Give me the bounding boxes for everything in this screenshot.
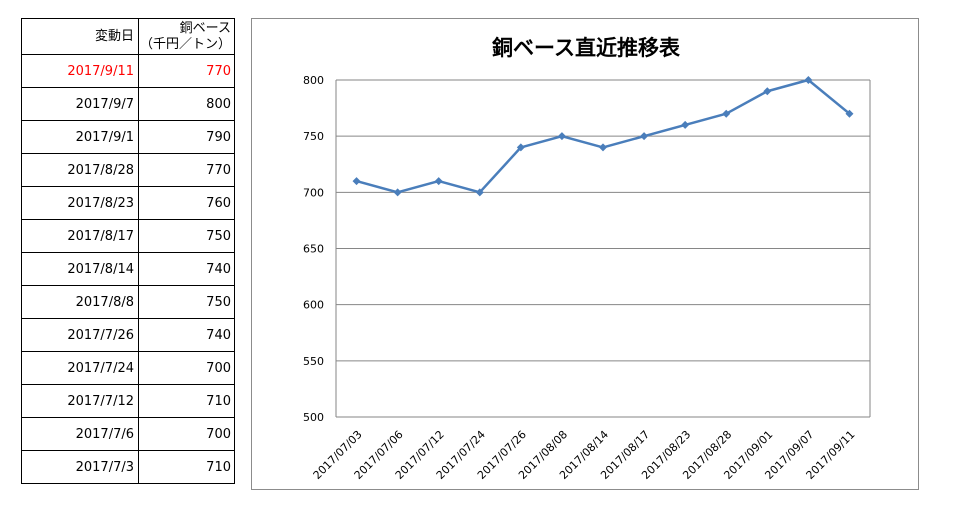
y-tick-label: 700 xyxy=(303,186,324,199)
table-row: 2017/7/24 700 xyxy=(21,351,235,385)
x-axis-ticks: 2017/07/032017/07/062017/07/122017/07/24… xyxy=(311,428,858,482)
grid-lines xyxy=(335,79,871,418)
series-group xyxy=(352,76,854,197)
table-row: 2017/8/17 750 xyxy=(21,219,235,253)
data-point xyxy=(475,188,484,197)
row-date: 2017/7/12 xyxy=(21,384,139,418)
table-row: 2017/7/26 740 xyxy=(21,318,235,352)
header-date: 変動日 xyxy=(21,18,139,55)
table-row: 2017/9/7 800 xyxy=(21,87,235,121)
row-value: 760 xyxy=(138,186,235,220)
table-row: 2017/9/1 790 xyxy=(21,120,235,154)
row-value: 790 xyxy=(138,120,235,154)
row-date: 2017/8/23 xyxy=(21,186,139,220)
chart-title: 銅ベース直近推移表 xyxy=(492,36,681,60)
data-point xyxy=(763,87,772,96)
row-date: 2017/7/6 xyxy=(21,417,139,451)
table-row: 2017/8/8 750 xyxy=(21,285,235,319)
data-point xyxy=(352,177,361,186)
row-date: 2017/7/24 xyxy=(21,351,139,385)
row-date: 2017/7/3 xyxy=(21,450,139,484)
row-date: 2017/8/28 xyxy=(21,153,139,187)
row-value: 740 xyxy=(138,318,235,352)
table-row: 2017/7/6 700 xyxy=(21,417,235,451)
table-row: 2017/8/28 770 xyxy=(21,153,235,187)
table-row: 2017/8/23 760 xyxy=(21,186,235,220)
row-value: 770 xyxy=(138,54,235,88)
table-row: 2017/7/3 710 xyxy=(21,450,235,484)
row-value: 710 xyxy=(138,384,235,418)
row-date: 2017/7/26 xyxy=(21,318,139,352)
header-value: 銅ベース （千円／トン） xyxy=(138,18,235,55)
line-chart: 銅ベース直近推移表 500 550 600 650 700 750 800 2017/07/… xyxy=(303,36,871,482)
y-tick-label: 500 xyxy=(303,411,324,424)
data-point xyxy=(640,132,649,141)
row-value: 700 xyxy=(138,351,235,385)
data-point xyxy=(722,109,731,118)
y-tick-label: 750 xyxy=(303,130,324,143)
row-value: 710 xyxy=(138,450,235,484)
row-date: 2017/9/1 xyxy=(21,120,139,154)
row-date: 2017/8/17 xyxy=(21,219,139,253)
data-point xyxy=(434,177,443,186)
row-value: 700 xyxy=(138,417,235,451)
data-point xyxy=(557,132,566,141)
data-point xyxy=(516,143,525,152)
price-table-body: 2017/9/11 770 2017/9/7 800 2017/9/1 790 2017/8… xyxy=(21,54,235,484)
row-value: 740 xyxy=(138,252,235,286)
chart-container: 銅ベース直近推移表 500 550 600 650 700 750 800 2017/07/… xyxy=(251,18,919,490)
header-value-line2: （千円／トン） xyxy=(139,36,231,52)
header-value-line1: 銅ベース xyxy=(179,20,231,36)
y-tick-label: 600 xyxy=(303,299,324,312)
row-date: 2017/9/7 xyxy=(21,87,139,121)
table-row: 2017/7/12 710 xyxy=(21,384,235,418)
data-point xyxy=(599,143,607,152)
table-header-row: 変動日 銅ベース （千円／トン） xyxy=(21,18,235,55)
table-row: 2017/8/14 740 xyxy=(21,252,235,286)
y-tick-label: 650 xyxy=(303,243,324,256)
y-tick-label: 550 xyxy=(303,355,324,368)
row-date: 2017/8/14 xyxy=(21,252,139,286)
row-date: 2017/9/11 xyxy=(21,54,139,88)
row-date: 2017/8/8 xyxy=(21,285,139,319)
data-point xyxy=(804,76,813,84)
price-table: 変動日 銅ベース （千円／トン） 2017/9/11 770 2017/9/7 800… xyxy=(21,18,235,484)
row-value: 800 xyxy=(138,87,235,121)
y-tick-label: 800 xyxy=(303,74,324,87)
row-value: 750 xyxy=(138,219,235,253)
row-value: 750 xyxy=(138,285,235,319)
row-value: 770 xyxy=(138,153,235,187)
data-point xyxy=(845,109,854,118)
data-point xyxy=(393,188,402,197)
table-row: 2017/9/11 770 xyxy=(21,54,235,88)
data-point xyxy=(681,120,690,129)
y-axis-ticks: 500 550 600 650 700 750 800 xyxy=(303,74,324,424)
